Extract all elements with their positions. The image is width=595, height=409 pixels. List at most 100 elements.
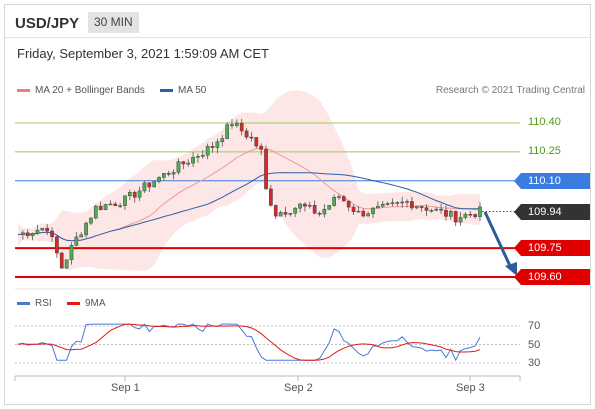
timeframe-badge[interactable]: 30 MIN [88,12,139,33]
level-badge: 109.75 [514,240,590,257]
candle-body [157,177,161,182]
legend-ma9-label: 9MA [85,298,106,309]
x-axis [14,375,521,381]
candle-body [84,222,88,236]
legend-rsi: RSI [17,298,52,309]
research-credit: Research © 2021 Trading Central [435,85,585,96]
candle-body [439,208,443,211]
resistance-label: 110.40 [528,116,561,128]
legend-ma50-label: MA 50 [178,85,207,96]
candle-body [239,122,244,132]
candle-body [312,204,317,214]
candle-body [478,206,482,217]
chart-datetime: Friday, September 3, 2021 1:59:09 AM CET [17,46,269,61]
candle-body [273,205,278,217]
chart-widget [4,4,591,405]
candle-body [93,205,98,219]
candle-body [142,182,147,192]
candle-body [259,145,264,150]
candle-body [419,206,424,208]
candle-body [283,212,288,215]
candle-body [225,124,229,139]
candle-body [254,137,259,147]
candle-body [298,203,302,209]
forecast-arrow [483,211,517,276]
legend-ma20-swatch [17,88,30,92]
candle-body [123,195,127,206]
candle-body [230,124,234,126]
candle-body [249,136,254,139]
legend-ma50: MA 50 [160,85,206,96]
candle-body [113,203,118,206]
candle-body [434,208,439,211]
candle-body [317,212,322,215]
candle-body [132,192,137,198]
candle-body [288,212,293,215]
candle-body [176,161,181,173]
candle-body [458,217,463,223]
candle-body [166,173,171,175]
candle-body [244,130,249,138]
forecast-arrow-shaft [483,211,513,269]
candle-body [181,161,186,165]
candle-body [234,122,239,126]
candle-body [74,236,79,246]
x-tick-sep2: Sep 2 [284,382,313,394]
chart-header: USD/JPY 30 MIN [5,5,590,38]
candle-body [468,213,473,216]
candle-body [410,201,414,209]
candle-body [322,208,327,215]
candle-body [45,227,50,232]
candle-body [152,181,157,188]
candle-body [429,210,434,212]
rsi-level-70: 70 [528,320,541,332]
candle-body [473,214,477,217]
candle-body [50,230,54,238]
candle-body [332,196,336,206]
ma50-line [17,172,481,242]
candle-body [395,202,400,204]
candle-body [278,212,283,217]
candlesticks [21,118,482,269]
candle-body [307,204,312,207]
candle-body [341,196,346,202]
candle-body [444,209,448,217]
candle-body [191,156,195,164]
candle-body [21,232,25,235]
candle-body [162,173,166,178]
candle-body [351,206,356,212]
legend-ma50-swatch [160,88,173,92]
candle-body [171,172,176,175]
candle-body [137,190,142,198]
candle-body [200,154,205,157]
candle-body [361,210,366,217]
candle-body [108,203,113,206]
level-badge: 110.10 [514,172,590,189]
candle-body [337,196,341,198]
candle-body [79,234,84,238]
candle-body [264,149,268,190]
candle-body [400,201,405,204]
candle-body [103,204,108,210]
rsi-level-50: 50 [528,339,541,351]
candle-body [147,182,152,188]
candle-body [366,213,370,217]
candle-body [371,207,375,215]
legend-ma20-label: MA 20 + Bollinger Bands [35,85,145,96]
rsi-line [17,323,481,362]
level-badge-text: 109.60 [528,271,562,283]
candle-body [293,207,298,214]
candle-body [385,203,390,205]
candle-body [55,236,59,254]
candle-body [89,217,93,224]
candle-body [463,213,468,218]
candle-body [128,192,132,197]
candle-body [303,203,307,207]
candle-body [356,210,361,213]
candle-body [269,188,273,206]
candle-body [30,233,35,237]
legend-ma9-swatch [67,301,80,305]
candle-body [35,229,40,234]
candle-body [414,206,419,209]
